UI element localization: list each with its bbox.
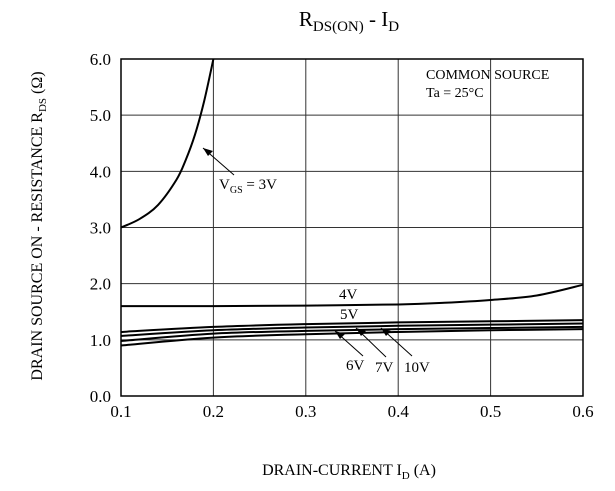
x-tick-label: 0.4 (388, 402, 410, 421)
arrowhead-6v (335, 331, 345, 339)
x-tick-label: 0.1 (110, 402, 131, 421)
chart-title: RDS(ON) - ID (299, 7, 399, 35)
curve-vgs-3v (120, 58, 215, 229)
curve-4v (120, 283, 584, 308)
grid (121, 59, 583, 396)
condition-common-source: COMMON SOURCE (426, 68, 549, 83)
x-tick-label: 0.2 (203, 402, 224, 421)
x-axis-label: DRAIN-CURRENT ID (A) (262, 462, 436, 482)
curve-5v (120, 319, 584, 333)
arrow-heads (203, 148, 391, 339)
label-4v: 4V (339, 287, 358, 303)
condition-temperature: Ta = 25°C (426, 86, 484, 101)
label-vgs-3v: VGS = 3V (219, 177, 277, 196)
y-tick-label: 0.0 (90, 387, 111, 406)
label-5v: 5V (340, 307, 359, 323)
curve-6v (120, 322, 584, 337)
y-tick-label: 5.0 (90, 106, 111, 125)
label-10v: 10V (404, 360, 430, 376)
tick-labels: 0.1 0.2 0.3 0.4 0.5 0.6 0.0 1.0 2.0 3.0 4.0 5.0 6.0 (90, 50, 594, 421)
y-tick-label: 6.0 (90, 50, 111, 69)
x-tick-label: 0.5 (480, 402, 501, 421)
y-tick-label: 1.0 (90, 331, 111, 350)
arrowhead-7v (356, 328, 366, 336)
label-6v: 6V (346, 358, 365, 374)
label-7v: 7V (375, 360, 394, 376)
curve-7v (120, 325, 584, 342)
plot-frame (120, 58, 584, 397)
x-tick-label: 0.6 (572, 402, 593, 421)
x-tick-label: 0.3 (295, 402, 316, 421)
curve-10v (120, 328, 584, 347)
arrowhead-vgs-3v (203, 148, 213, 156)
y-tick-label: 2.0 (90, 275, 111, 294)
y-tick-label: 4.0 (90, 162, 111, 181)
y-axis-label: DRAIN SOURCE ON - RESISTANCE RDS (Ω) (29, 71, 49, 380)
y-tick-label: 3.0 (90, 219, 111, 238)
curves (120, 58, 584, 347)
arrowhead-10v (381, 328, 391, 336)
